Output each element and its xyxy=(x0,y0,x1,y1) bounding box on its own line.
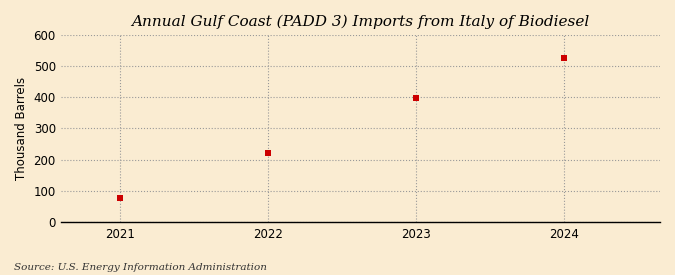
Y-axis label: Thousand Barrels: Thousand Barrels xyxy=(15,77,28,180)
Title: Annual Gulf Coast (PADD 3) Imports from Italy of Biodiesel: Annual Gulf Coast (PADD 3) Imports from … xyxy=(131,15,589,29)
Text: Source: U.S. Energy Information Administration: Source: U.S. Energy Information Administ… xyxy=(14,263,267,272)
